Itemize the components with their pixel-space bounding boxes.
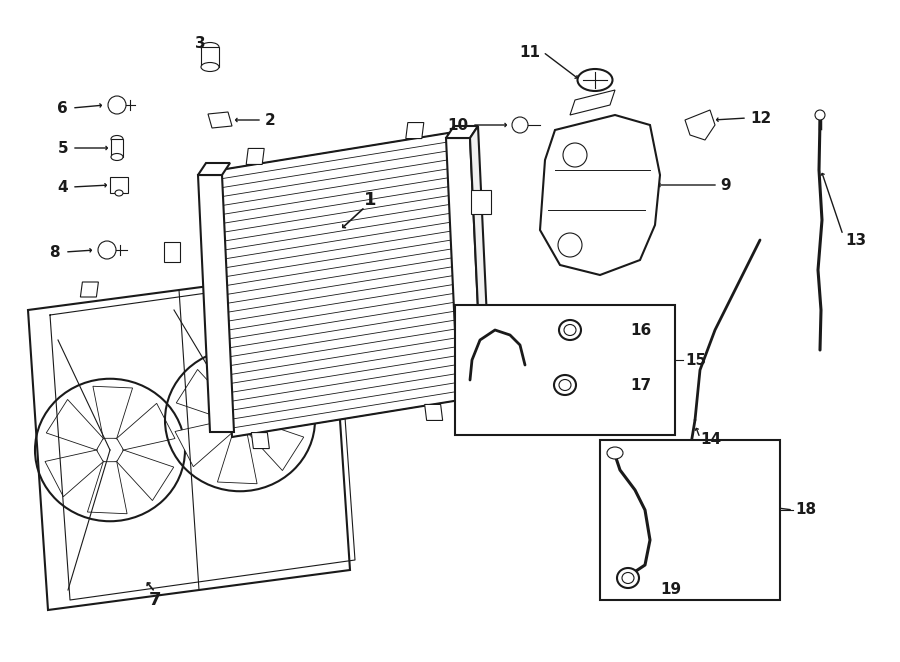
Ellipse shape [559, 320, 581, 340]
Text: 13: 13 [845, 232, 866, 248]
Polygon shape [425, 404, 443, 420]
Polygon shape [477, 318, 497, 343]
Text: 3: 3 [194, 36, 205, 50]
Text: 10: 10 [447, 117, 468, 132]
Bar [201, 47, 219, 67]
Polygon shape [117, 403, 175, 450]
Polygon shape [446, 138, 482, 395]
Circle shape [512, 117, 528, 133]
Polygon shape [223, 356, 263, 408]
Polygon shape [198, 163, 230, 175]
Ellipse shape [115, 190, 123, 196]
Text: 11: 11 [519, 44, 540, 60]
Ellipse shape [578, 69, 613, 91]
Polygon shape [471, 190, 491, 214]
Text: 8: 8 [50, 244, 60, 260]
Polygon shape [198, 175, 234, 432]
Polygon shape [446, 126, 478, 138]
Polygon shape [28, 270, 350, 610]
Polygon shape [247, 373, 305, 420]
Polygon shape [247, 420, 304, 471]
Ellipse shape [607, 447, 623, 459]
Ellipse shape [111, 154, 123, 160]
Polygon shape [175, 420, 233, 467]
Text: 19: 19 [660, 583, 681, 598]
Polygon shape [540, 115, 660, 275]
Text: 15: 15 [685, 352, 706, 367]
Polygon shape [80, 282, 98, 297]
Text: 4: 4 [58, 179, 68, 195]
Polygon shape [685, 110, 715, 140]
Polygon shape [406, 122, 424, 138]
Ellipse shape [201, 62, 219, 71]
Circle shape [815, 110, 825, 120]
Polygon shape [251, 432, 269, 449]
Polygon shape [87, 461, 127, 514]
Text: 12: 12 [750, 111, 771, 126]
Bar [455, 305, 675, 435]
Ellipse shape [554, 375, 576, 395]
Polygon shape [93, 386, 132, 438]
Polygon shape [117, 450, 174, 500]
Polygon shape [247, 148, 265, 164]
Polygon shape [220, 133, 460, 437]
Polygon shape [46, 399, 104, 450]
Text: 16: 16 [630, 322, 652, 338]
Polygon shape [45, 450, 104, 496]
Ellipse shape [111, 136, 123, 142]
Text: 18: 18 [795, 502, 816, 518]
Polygon shape [218, 432, 257, 484]
Polygon shape [262, 258, 280, 273]
Polygon shape [164, 242, 180, 262]
Text: 7: 7 [148, 591, 161, 609]
Polygon shape [176, 369, 233, 420]
Polygon shape [470, 126, 490, 395]
Bar [600, 440, 780, 600]
Text: 2: 2 [265, 113, 275, 128]
Circle shape [108, 96, 126, 114]
Polygon shape [208, 112, 232, 128]
Ellipse shape [201, 42, 219, 52]
Circle shape [98, 241, 116, 259]
Text: 1: 1 [364, 191, 376, 209]
Text: 5: 5 [58, 140, 68, 156]
Ellipse shape [617, 568, 639, 588]
Polygon shape [570, 90, 615, 115]
Text: 17: 17 [630, 377, 651, 393]
Text: 9: 9 [720, 177, 731, 193]
Bar [111, 139, 123, 157]
Polygon shape [110, 177, 128, 193]
Text: 6: 6 [58, 101, 68, 115]
Text: 14: 14 [700, 432, 721, 448]
